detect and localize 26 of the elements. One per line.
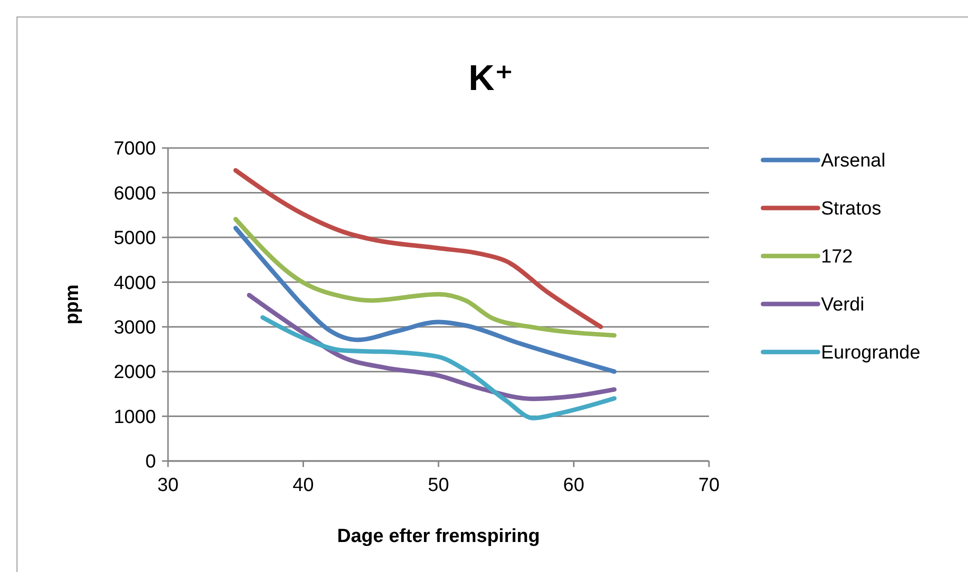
x-tick-label: 70 bbox=[698, 475, 720, 496]
line-series bbox=[233, 216, 617, 338]
y-tick-label: 2000 bbox=[114, 362, 156, 384]
line-series bbox=[233, 226, 617, 374]
x-tick-label: 30 bbox=[157, 475, 179, 496]
y-tick-label: 7000 bbox=[114, 138, 156, 160]
y-tick-label: 5000 bbox=[114, 228, 156, 250]
x-tick-label: 40 bbox=[292, 475, 314, 496]
y-tick-label: 6000 bbox=[114, 183, 156, 204]
chart-title: K⁺ bbox=[468, 57, 514, 98]
y-tick-label: 0 bbox=[145, 452, 156, 473]
legend-label: Arsenal bbox=[821, 150, 886, 172]
legend-label: Stratos bbox=[821, 198, 882, 220]
x-axis-title: Dage efter fremspiring bbox=[337, 526, 540, 547]
line-series bbox=[246, 292, 617, 402]
legend-label: 172 bbox=[821, 246, 853, 268]
line-series bbox=[233, 168, 604, 330]
y-tick-label: 3000 bbox=[114, 318, 156, 339]
x-tick-label: 50 bbox=[428, 475, 450, 496]
legend-label: Verdi bbox=[821, 294, 864, 316]
line-series bbox=[260, 315, 617, 420]
y-axis-title: ppm bbox=[62, 284, 83, 325]
y-tick-label: 4000 bbox=[114, 272, 156, 294]
y-tick-label: 1000 bbox=[114, 406, 156, 428]
legend-label: Eurogrande bbox=[821, 342, 920, 364]
x-tick-label: 60 bbox=[563, 475, 584, 496]
